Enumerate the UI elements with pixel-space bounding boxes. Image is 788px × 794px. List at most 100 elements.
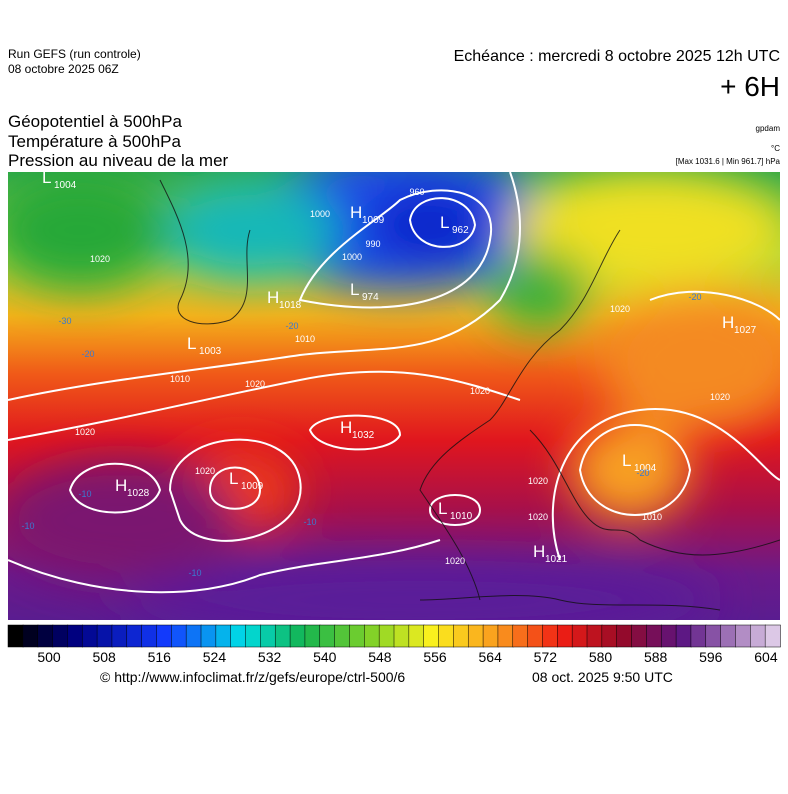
center-value: 1004 — [634, 463, 657, 474]
center-type: H — [722, 313, 734, 332]
colorbar-swatch — [453, 624, 469, 648]
colorbar-label: 532 — [258, 649, 282, 665]
isobar-label: 1020 — [710, 392, 730, 402]
colorbar-label: 540 — [313, 649, 337, 665]
temperature-label: -10 — [188, 568, 201, 578]
colorbar-swatch — [571, 624, 588, 648]
center-type: L — [229, 469, 238, 488]
colorbar-label: 516 — [148, 649, 172, 665]
colorbar-label: 548 — [368, 649, 392, 665]
colorbar-swatch — [171, 624, 187, 648]
center-value: 1027 — [734, 325, 757, 336]
isobar-label: 1020 — [245, 379, 265, 389]
colorbar-swatch — [512, 624, 529, 648]
unit: °C — [771, 144, 780, 153]
isobar-label: 1020 — [90, 254, 110, 264]
colorbar-label: 596 — [699, 649, 723, 665]
colorbar-swatch — [557, 624, 573, 648]
colorbar-label: 564 — [479, 649, 503, 665]
colorbar-swatch — [586, 624, 603, 648]
colorbar-label: 588 — [644, 649, 668, 665]
isobar-label: 1000 — [310, 209, 330, 219]
colorbar-swatch — [245, 624, 262, 648]
colorbar-swatch — [52, 624, 69, 648]
colorbar-swatch — [601, 624, 618, 648]
run-date: 08 octobre 2025 06Z — [8, 62, 119, 76]
center-type: H — [115, 476, 127, 495]
isobar-label: 1020 — [470, 386, 490, 396]
timestamp: 08 oct. 2025 9:50 UTC — [532, 669, 673, 685]
colorbar-swatch — [467, 624, 484, 648]
colorbar-label: 524 — [203, 649, 227, 665]
center-type: L — [42, 168, 51, 187]
colorbar-swatch — [141, 624, 158, 648]
colorbar: 500 508 516 524 532 540 548 556 564 572 580 588 596 6… — [7, 624, 781, 665]
colorbar-swatch — [230, 624, 247, 648]
center-type: L — [622, 451, 631, 470]
center-type: H — [350, 203, 362, 222]
coastlines — [159, 179, 780, 611]
isobar-label: 1010 — [170, 374, 190, 384]
colorbar-swatch — [750, 624, 766, 648]
colorbar-label: 500 — [37, 649, 61, 665]
colorbar-label: 508 — [92, 649, 116, 665]
center-value: 1028 — [127, 488, 150, 499]
colorbar-swatch — [22, 624, 39, 648]
isobar-label: 1020 — [528, 476, 548, 486]
colorbar-swatch — [542, 624, 559, 648]
temperature-label: -20 — [81, 349, 94, 359]
colorbar-swatch — [215, 624, 232, 648]
field: Géopotentiel à 500hPa — [8, 112, 182, 131]
temperature-label: -30 — [58, 316, 71, 326]
colorbar-swatch — [631, 624, 648, 648]
colorbar-swatch — [705, 624, 722, 648]
isobar-label: 1010 — [295, 334, 315, 344]
temperature-label: -20 — [636, 468, 649, 478]
colorbar-swatch — [690, 624, 707, 648]
temperature-label: -20 — [285, 321, 298, 331]
field: Température à 500hPa — [8, 132, 181, 151]
isobar-label: 1000 — [342, 252, 362, 262]
colorbar-swatch — [764, 624, 781, 648]
isobar-label: 1010 — [642, 512, 662, 522]
colorbar-swatch — [497, 624, 514, 648]
center-type: L — [350, 280, 359, 299]
center-type: L — [440, 213, 449, 232]
colorbar-swatch — [67, 624, 83, 648]
colorbar-swatch — [185, 624, 202, 648]
colorbar-swatch — [364, 624, 380, 648]
isobar-label: 1020 — [195, 466, 215, 476]
unit: gpdam — [756, 124, 781, 133]
run: Run GEFS (run controle) — [8, 47, 141, 61]
colorbar-swatch — [96, 624, 113, 648]
colorbar-swatch — [438, 624, 455, 648]
colorbar-swatch — [646, 624, 662, 648]
center-value: 962 — [452, 225, 469, 236]
colorbar-swatch — [616, 624, 633, 648]
colorbar-swatch — [156, 624, 173, 648]
colorbar-swatch — [393, 624, 410, 648]
forecast: Echéance : mercredi 8 octobre 2025 12h U… — [454, 48, 780, 65]
center-value: 1009 — [362, 215, 385, 226]
isobar-label: 1020 — [610, 304, 630, 314]
colorbar-swatch — [111, 624, 128, 648]
temperature-label: -10 — [78, 489, 91, 499]
isobar-label: 1020 — [445, 556, 465, 566]
isobars — [8, 172, 780, 594]
colorbar-label: 604 — [754, 649, 778, 665]
colorbar-swatch — [334, 624, 351, 648]
colorbar-label: 556 — [423, 649, 447, 665]
colorbar-swatch — [37, 624, 54, 648]
colorbar-swatch — [675, 624, 692, 648]
colorbar-swatch — [423, 624, 440, 648]
field: Pression au niveau de la mer — [8, 151, 229, 170]
center-type: H — [267, 288, 279, 307]
colorbar-swatch — [720, 624, 737, 648]
colorbar-label: 580 — [589, 649, 613, 665]
center-value: 974 — [362, 292, 379, 303]
temperature-label: -20 — [688, 292, 701, 302]
isobar-label: 990 — [365, 239, 380, 249]
source: © http://www.infoclimat.fr/z/gefs/europe… — [100, 669, 405, 685]
center-value: 1010 — [450, 511, 473, 522]
